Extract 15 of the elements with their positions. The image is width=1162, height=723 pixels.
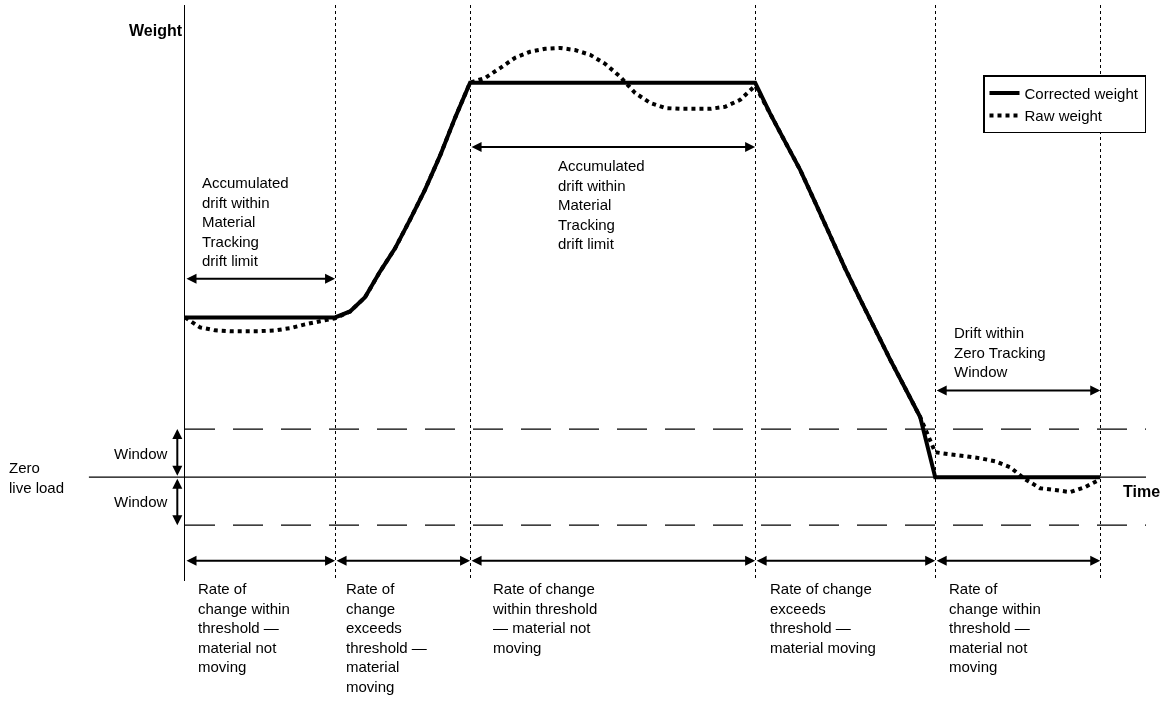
annotation: Drift within Zero Tracking Window	[954, 324, 1046, 380]
legend-label: Raw weight	[1024, 107, 1103, 125]
y-axis-title: Weight	[129, 22, 183, 39]
text: Rate of change within threshold — material not moving	[492, 580, 598, 656]
annotation: Accumulated drift within Material Tracking drift limit	[558, 157, 645, 252]
annotation: Accumulated drift within Material Tracking drift limit	[202, 174, 289, 269]
legend-label: Corrected weight	[1024, 84, 1139, 102]
ref-line-label: Window	[114, 493, 168, 510]
text: Rate of change within threshold — material not moving	[949, 580, 1041, 675]
ref-line-label: Zero live load	[9, 459, 65, 496]
ref-line-label: Window	[114, 445, 168, 462]
text: Rate of change exceeds threshold — material moving	[770, 580, 876, 656]
text: Rate of change exceeds threshold — material moving	[346, 580, 427, 695]
text: Rate of change within threshold — material not moving	[198, 580, 290, 675]
x-axis-title: Time	[1123, 483, 1161, 500]
